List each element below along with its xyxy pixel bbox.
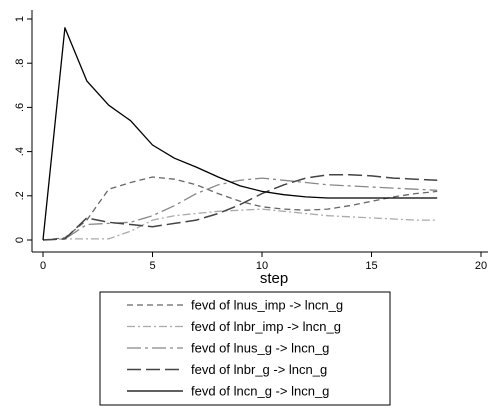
legend-label-4: fevd of lnbr_g -> lncn_g	[191, 362, 327, 377]
y-tick-label: .6	[14, 103, 26, 112]
x-tick-label: 0	[40, 260, 46, 272]
series-line-4	[42, 174, 438, 241]
legend-label-2: fevd of lnbr_imp -> lncn_g	[191, 319, 341, 334]
y-tick-label: 0	[14, 237, 26, 243]
legend-label-3: fevd of lnus_g -> lncn_g	[191, 341, 329, 356]
y-tick-label: .8	[14, 59, 26, 68]
legend-label-1: fevd of lnus_imp -> lncn_g	[191, 298, 343, 313]
legend-label-5: fevd of lncn_g -> lncn_g	[191, 384, 329, 399]
y-tick-label: 1	[14, 16, 26, 22]
x-axis-title: step	[260, 270, 288, 287]
legend-box	[99, 291, 391, 406]
series-line-2	[42, 208, 438, 241]
series-line-3	[42, 177, 438, 241]
y-tick-label: .2	[14, 191, 26, 200]
series-line-1	[42, 176, 438, 241]
series-lines	[42, 27, 438, 241]
x-tick-label: 20	[475, 260, 487, 272]
x-tick-label: 15	[365, 260, 377, 272]
x-tick-label: 10	[256, 260, 268, 272]
x-tick-label: 5	[149, 260, 155, 272]
y-tick-label: .4	[14, 147, 26, 156]
series-line-5	[42, 27, 438, 241]
